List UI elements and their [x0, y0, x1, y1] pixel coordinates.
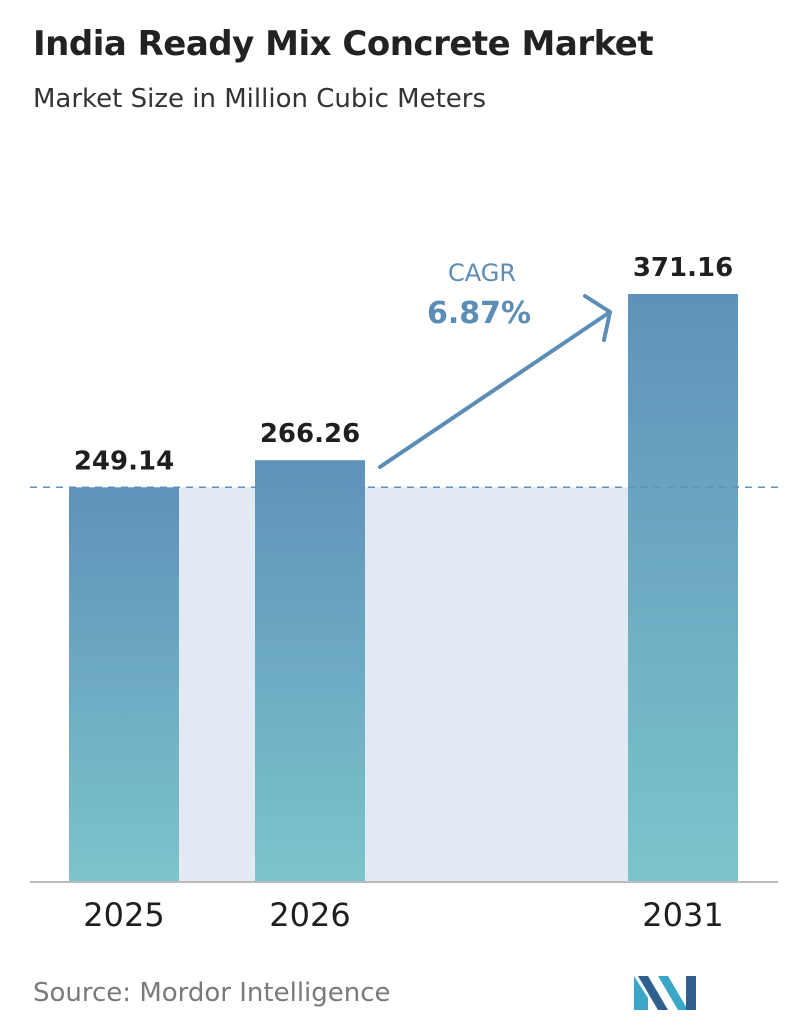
- bar-2025: [69, 487, 179, 882]
- chart-title: India Ready Mix Concrete Market: [33, 24, 654, 64]
- bar-2026: [255, 460, 365, 882]
- chart-subtitle: Market Size in Million Cubic Meters: [33, 84, 486, 114]
- label-layer: 249.14 2025 266.26 2026 371.16 2031: [74, 253, 733, 934]
- value-label-2025: 249.14: [74, 446, 174, 476]
- category-label-2026: 2026: [269, 896, 350, 934]
- cagr-value: 6.87%: [427, 296, 531, 331]
- source-text: Source: Mordor Intelligence: [33, 978, 391, 1008]
- cagr-arrow-icon: [378, 294, 612, 469]
- category-label-2025: 2025: [83, 896, 164, 934]
- category-label-2031: 2031: [642, 896, 723, 934]
- shade-band: [365, 487, 628, 882]
- cagr-label: CAGR: [448, 259, 516, 287]
- bar-layer: [69, 294, 738, 882]
- shade-layer: [179, 487, 628, 882]
- shade-band: [179, 487, 255, 882]
- mordor-intelligence-logo-icon: [634, 976, 696, 1010]
- bar-chart: 249.14 2025 266.26 2026 371.16 2031 CAGR 6.87…: [30, 253, 780, 934]
- bar-2031: [628, 294, 738, 882]
- cagr-annotation: CAGR 6.87%: [378, 259, 612, 469]
- value-label-2031: 371.16: [633, 253, 733, 283]
- value-label-2026: 266.26: [260, 419, 360, 449]
